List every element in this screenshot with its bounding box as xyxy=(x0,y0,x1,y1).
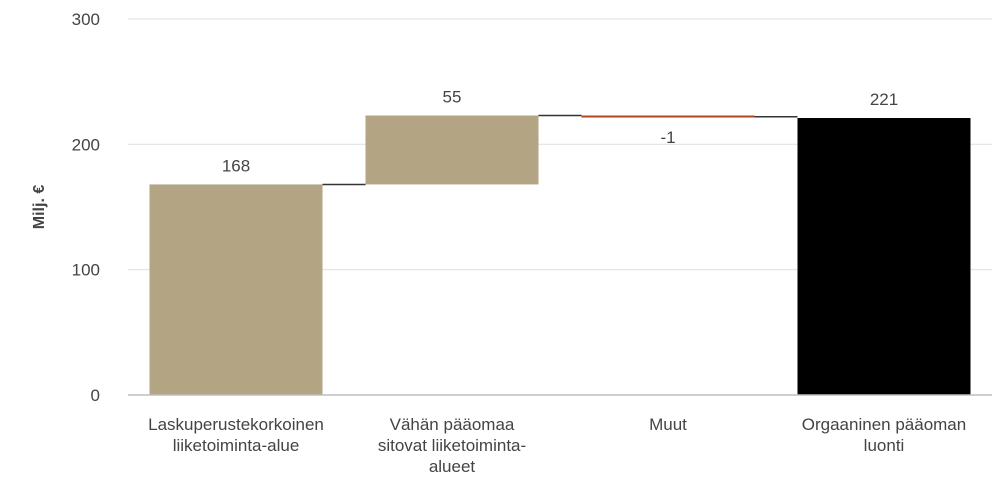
y-tick-label: 100 xyxy=(72,261,100,280)
x-tick-label-line: luonti xyxy=(864,436,905,455)
y-tick-label: 0 xyxy=(91,386,100,405)
x-tick-label-line: liiketoiminta-alue xyxy=(173,436,300,455)
bar-increase xyxy=(149,184,323,395)
x-tick-label-line: alueet xyxy=(429,457,476,476)
y-tick-label: 200 xyxy=(72,135,100,154)
connectors xyxy=(322,114,798,186)
bars xyxy=(149,115,971,395)
x-tick-label-line: Orgaaninen pääoman xyxy=(802,415,966,434)
data-label: -1 xyxy=(660,128,675,147)
data-labels: 168 55 -1 221 xyxy=(222,88,898,176)
x-tick-label: Muut xyxy=(649,415,687,434)
data-label: 55 xyxy=(443,88,462,107)
bar-decrease xyxy=(581,115,755,118)
bar-increase xyxy=(365,115,539,185)
data-label: 168 xyxy=(222,156,250,175)
x-tick-label-line: Vähän pääomaa xyxy=(390,415,515,434)
x-tick-label-line: sitovat liiketoiminta- xyxy=(378,436,526,455)
x-tick-label: Vähän pääomaa sitovat liiketoiminta-aluee… xyxy=(378,415,526,476)
x-tick-label: Orgaaninen pääoman luonti xyxy=(802,415,966,455)
y-axis-ticks: 0 100 200 300 xyxy=(72,10,100,405)
data-label: 221 xyxy=(870,90,898,109)
y-tick-label: 300 xyxy=(72,10,100,29)
bar-total xyxy=(797,118,971,395)
x-axis-labels: Laskuperustekorkoinen liiketoiminta-alue V… xyxy=(148,415,966,476)
x-tick-label-line: Muut xyxy=(649,415,687,434)
y-axis-title: Milj. € xyxy=(31,185,48,230)
x-tick-label: Laskuperustekorkoinen liiketoiminta-alue xyxy=(148,415,324,455)
x-tick-label-line: Laskuperustekorkoinen xyxy=(148,415,324,434)
